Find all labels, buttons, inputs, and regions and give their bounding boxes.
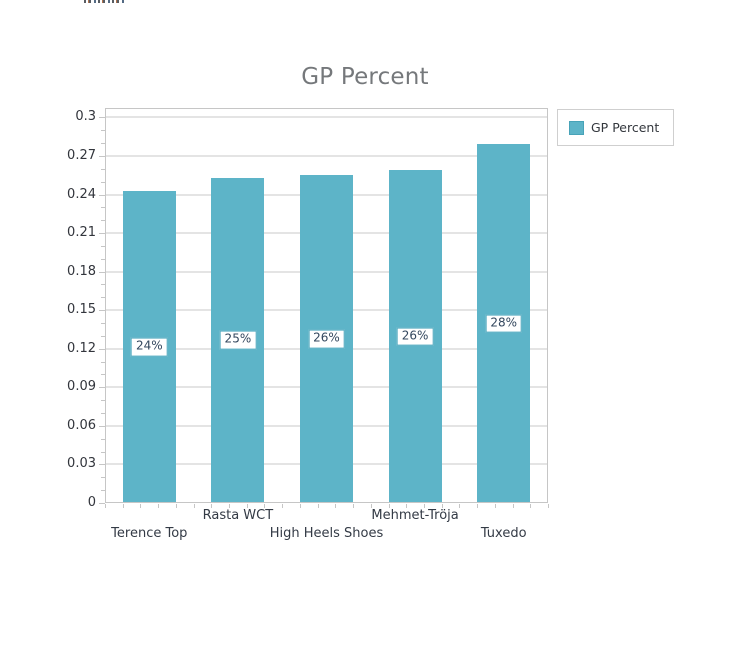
x-axis-tick <box>370 504 372 508</box>
x-axis-label: Tuxedo <box>480 526 527 541</box>
y-axis-label: 0.06 <box>67 417 96 433</box>
y-axis-minor-tick <box>101 181 105 183</box>
y-axis-label: 0.21 <box>67 225 96 241</box>
bar-value-label: 24% <box>130 337 168 357</box>
y-axis-minor-tick <box>101 245 105 247</box>
y-axis-minor-tick <box>101 143 105 145</box>
y-axis-label: 0.3 <box>75 109 96 125</box>
x-axis-tick <box>264 504 266 508</box>
x-axis-tick <box>282 504 284 508</box>
bar-value-label: 26% <box>396 327 434 346</box>
y-axis-minor-tick <box>101 413 105 415</box>
y-axis-label: 0.03 <box>67 456 96 472</box>
x-axis-tick <box>317 504 319 508</box>
x-axis-tick <box>122 504 124 508</box>
x-axis-label: Terence Top <box>111 526 188 541</box>
y-axis-major-tick <box>99 387 105 389</box>
y-axis-label: 0.18 <box>67 263 96 279</box>
y-axis-major-tick <box>99 155 105 157</box>
legend: GP Percent <box>557 109 675 146</box>
bar-value-label: 26% <box>308 329 345 349</box>
y-axis-minor-tick <box>101 323 105 325</box>
x-axis-tick <box>299 504 301 508</box>
y-axis-major-tick <box>99 348 105 350</box>
x-axis-tick <box>158 504 160 508</box>
y-axis-minor-tick <box>101 400 105 402</box>
y-axis-minor-tick <box>101 490 105 492</box>
y-axis-minor-tick <box>101 477 105 479</box>
y-axis-major-tick <box>99 310 105 312</box>
legend-swatch-icon <box>569 120 584 135</box>
y-axis-minor-tick <box>101 451 105 453</box>
x-axis-tick <box>388 504 390 508</box>
x-axis-label: Mehmet-Tröja <box>371 508 459 523</box>
y-axis-minor-tick <box>101 374 105 376</box>
y-axis-label: 0.24 <box>67 186 96 202</box>
y-axis-major-tick <box>99 271 105 273</box>
y-axis-label: 0.15 <box>67 302 96 318</box>
x-axis-tick <box>494 504 496 508</box>
bar-value-label: 28% <box>485 314 523 334</box>
legend-item-gp-percent[interactable]: GP Percent <box>569 120 659 135</box>
bar-value-label: 25% <box>219 330 257 350</box>
y-axis-major-tick <box>99 503 105 504</box>
y-axis-minor-tick <box>101 335 105 337</box>
x-axis-tick <box>211 504 213 508</box>
y-axis-major-tick <box>99 464 105 466</box>
gridline <box>105 116 548 119</box>
x-axis-tick <box>530 504 532 508</box>
y-axis-label: 0.09 <box>67 379 96 395</box>
x-axis-tick <box>335 504 337 508</box>
y-axis-label: 0.27 <box>67 147 96 163</box>
y-axis-minor-tick <box>101 297 105 299</box>
y-axis-minor-tick <box>101 130 105 132</box>
y-axis-label: 0 <box>87 495 96 510</box>
y-axis-minor-tick <box>101 207 105 209</box>
x-axis-label: High Heels Shoes <box>269 526 384 541</box>
x-axis-tick <box>353 504 355 508</box>
x-axis-tick <box>512 504 514 508</box>
y-axis-label: 0.12 <box>67 340 96 356</box>
x-axis-tick <box>246 504 248 508</box>
y-axis-minor-tick <box>101 284 105 286</box>
gridline <box>105 154 548 157</box>
y-axis-major-tick <box>99 194 105 196</box>
x-axis-tick <box>423 504 425 508</box>
y-axis-minor-tick <box>101 168 105 170</box>
x-axis-tick <box>441 504 443 508</box>
plot-area-border <box>105 108 548 503</box>
x-axis-tick <box>140 504 142 508</box>
chart-title: GP Percent <box>301 64 429 90</box>
y-axis-minor-tick <box>101 258 105 260</box>
x-axis-tick <box>193 504 195 508</box>
y-axis-major-tick <box>99 425 105 427</box>
clipped-text-artifact <box>84 0 124 3</box>
x-axis-tick <box>548 504 549 508</box>
y-axis-major-tick <box>99 117 105 119</box>
x-axis-tick <box>105 504 106 508</box>
x-axis-tick <box>229 504 231 508</box>
x-axis-tick <box>459 504 461 508</box>
legend-label: GP Percent <box>591 120 660 135</box>
y-axis-minor-tick <box>101 220 105 222</box>
x-axis-tick <box>477 504 479 508</box>
y-axis-minor-tick <box>101 438 105 440</box>
y-axis-minor-tick <box>101 361 105 363</box>
x-axis-tick <box>406 504 408 508</box>
x-axis-tick <box>175 504 177 508</box>
y-axis-major-tick <box>99 233 105 235</box>
x-axis-label: Rasta WCT <box>202 508 274 523</box>
